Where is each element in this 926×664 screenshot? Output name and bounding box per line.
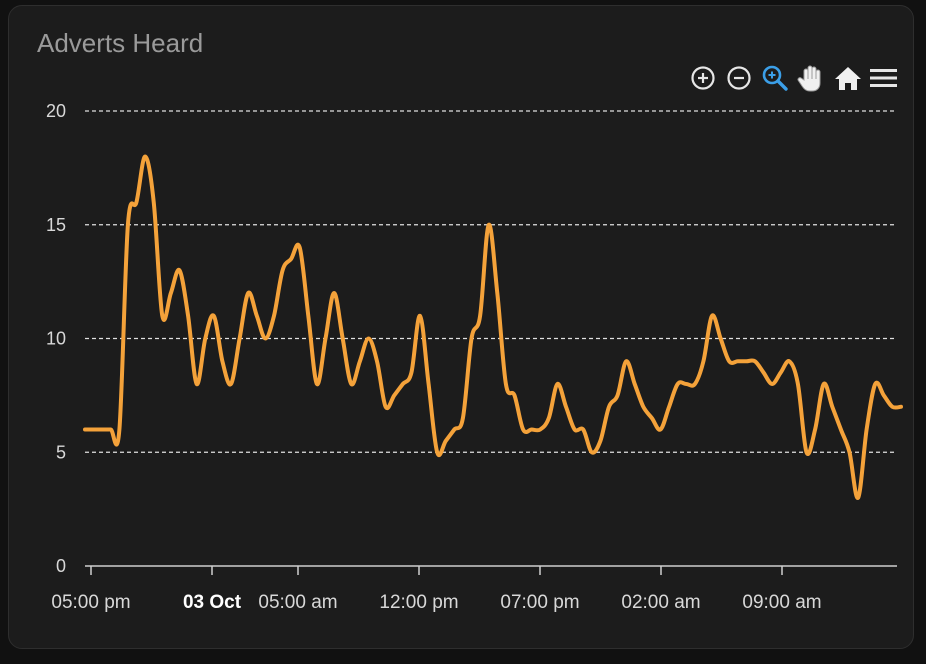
x-tick-label: 12:00 pm bbox=[379, 592, 458, 613]
selection-zoom-icon bbox=[762, 65, 788, 91]
x-tick-label: 03 Oct bbox=[183, 592, 242, 613]
y-tick-label: 5 bbox=[56, 442, 66, 462]
chart-menu-button[interactable] bbox=[869, 64, 897, 92]
x-tick-label: 05:00 pm bbox=[51, 592, 130, 613]
zoom-in-button[interactable] bbox=[689, 64, 717, 92]
zoom-out-button[interactable] bbox=[725, 64, 753, 92]
y-tick-label: 15 bbox=[46, 215, 66, 235]
y-tick-label: 20 bbox=[46, 101, 66, 121]
y-tick-label: 0 bbox=[56, 556, 66, 576]
series-line bbox=[83, 154, 903, 500]
y-tick-label: 10 bbox=[46, 329, 66, 349]
x-tick-label: 02:00 am bbox=[621, 592, 700, 613]
zoom-out-icon bbox=[727, 66, 751, 90]
chart-card: Adverts Heard bbox=[8, 5, 914, 649]
pan-button[interactable] bbox=[797, 64, 825, 92]
selection-zoom-button[interactable] bbox=[761, 64, 789, 92]
x-tick-label: 05:00 am bbox=[258, 592, 337, 613]
chart-toolbar bbox=[689, 64, 897, 92]
menu-icon bbox=[870, 69, 897, 87]
reset-zoom-button[interactable] bbox=[833, 64, 861, 92]
reset-home-icon bbox=[835, 67, 861, 90]
pan-hand-icon bbox=[797, 65, 821, 92]
x-tick-label: 07:00 pm bbox=[500, 592, 579, 613]
chart-title: Adverts Heard bbox=[37, 28, 204, 58]
x-tick-label: 09:00 am bbox=[742, 592, 821, 613]
zoom-in-icon bbox=[691, 66, 715, 90]
